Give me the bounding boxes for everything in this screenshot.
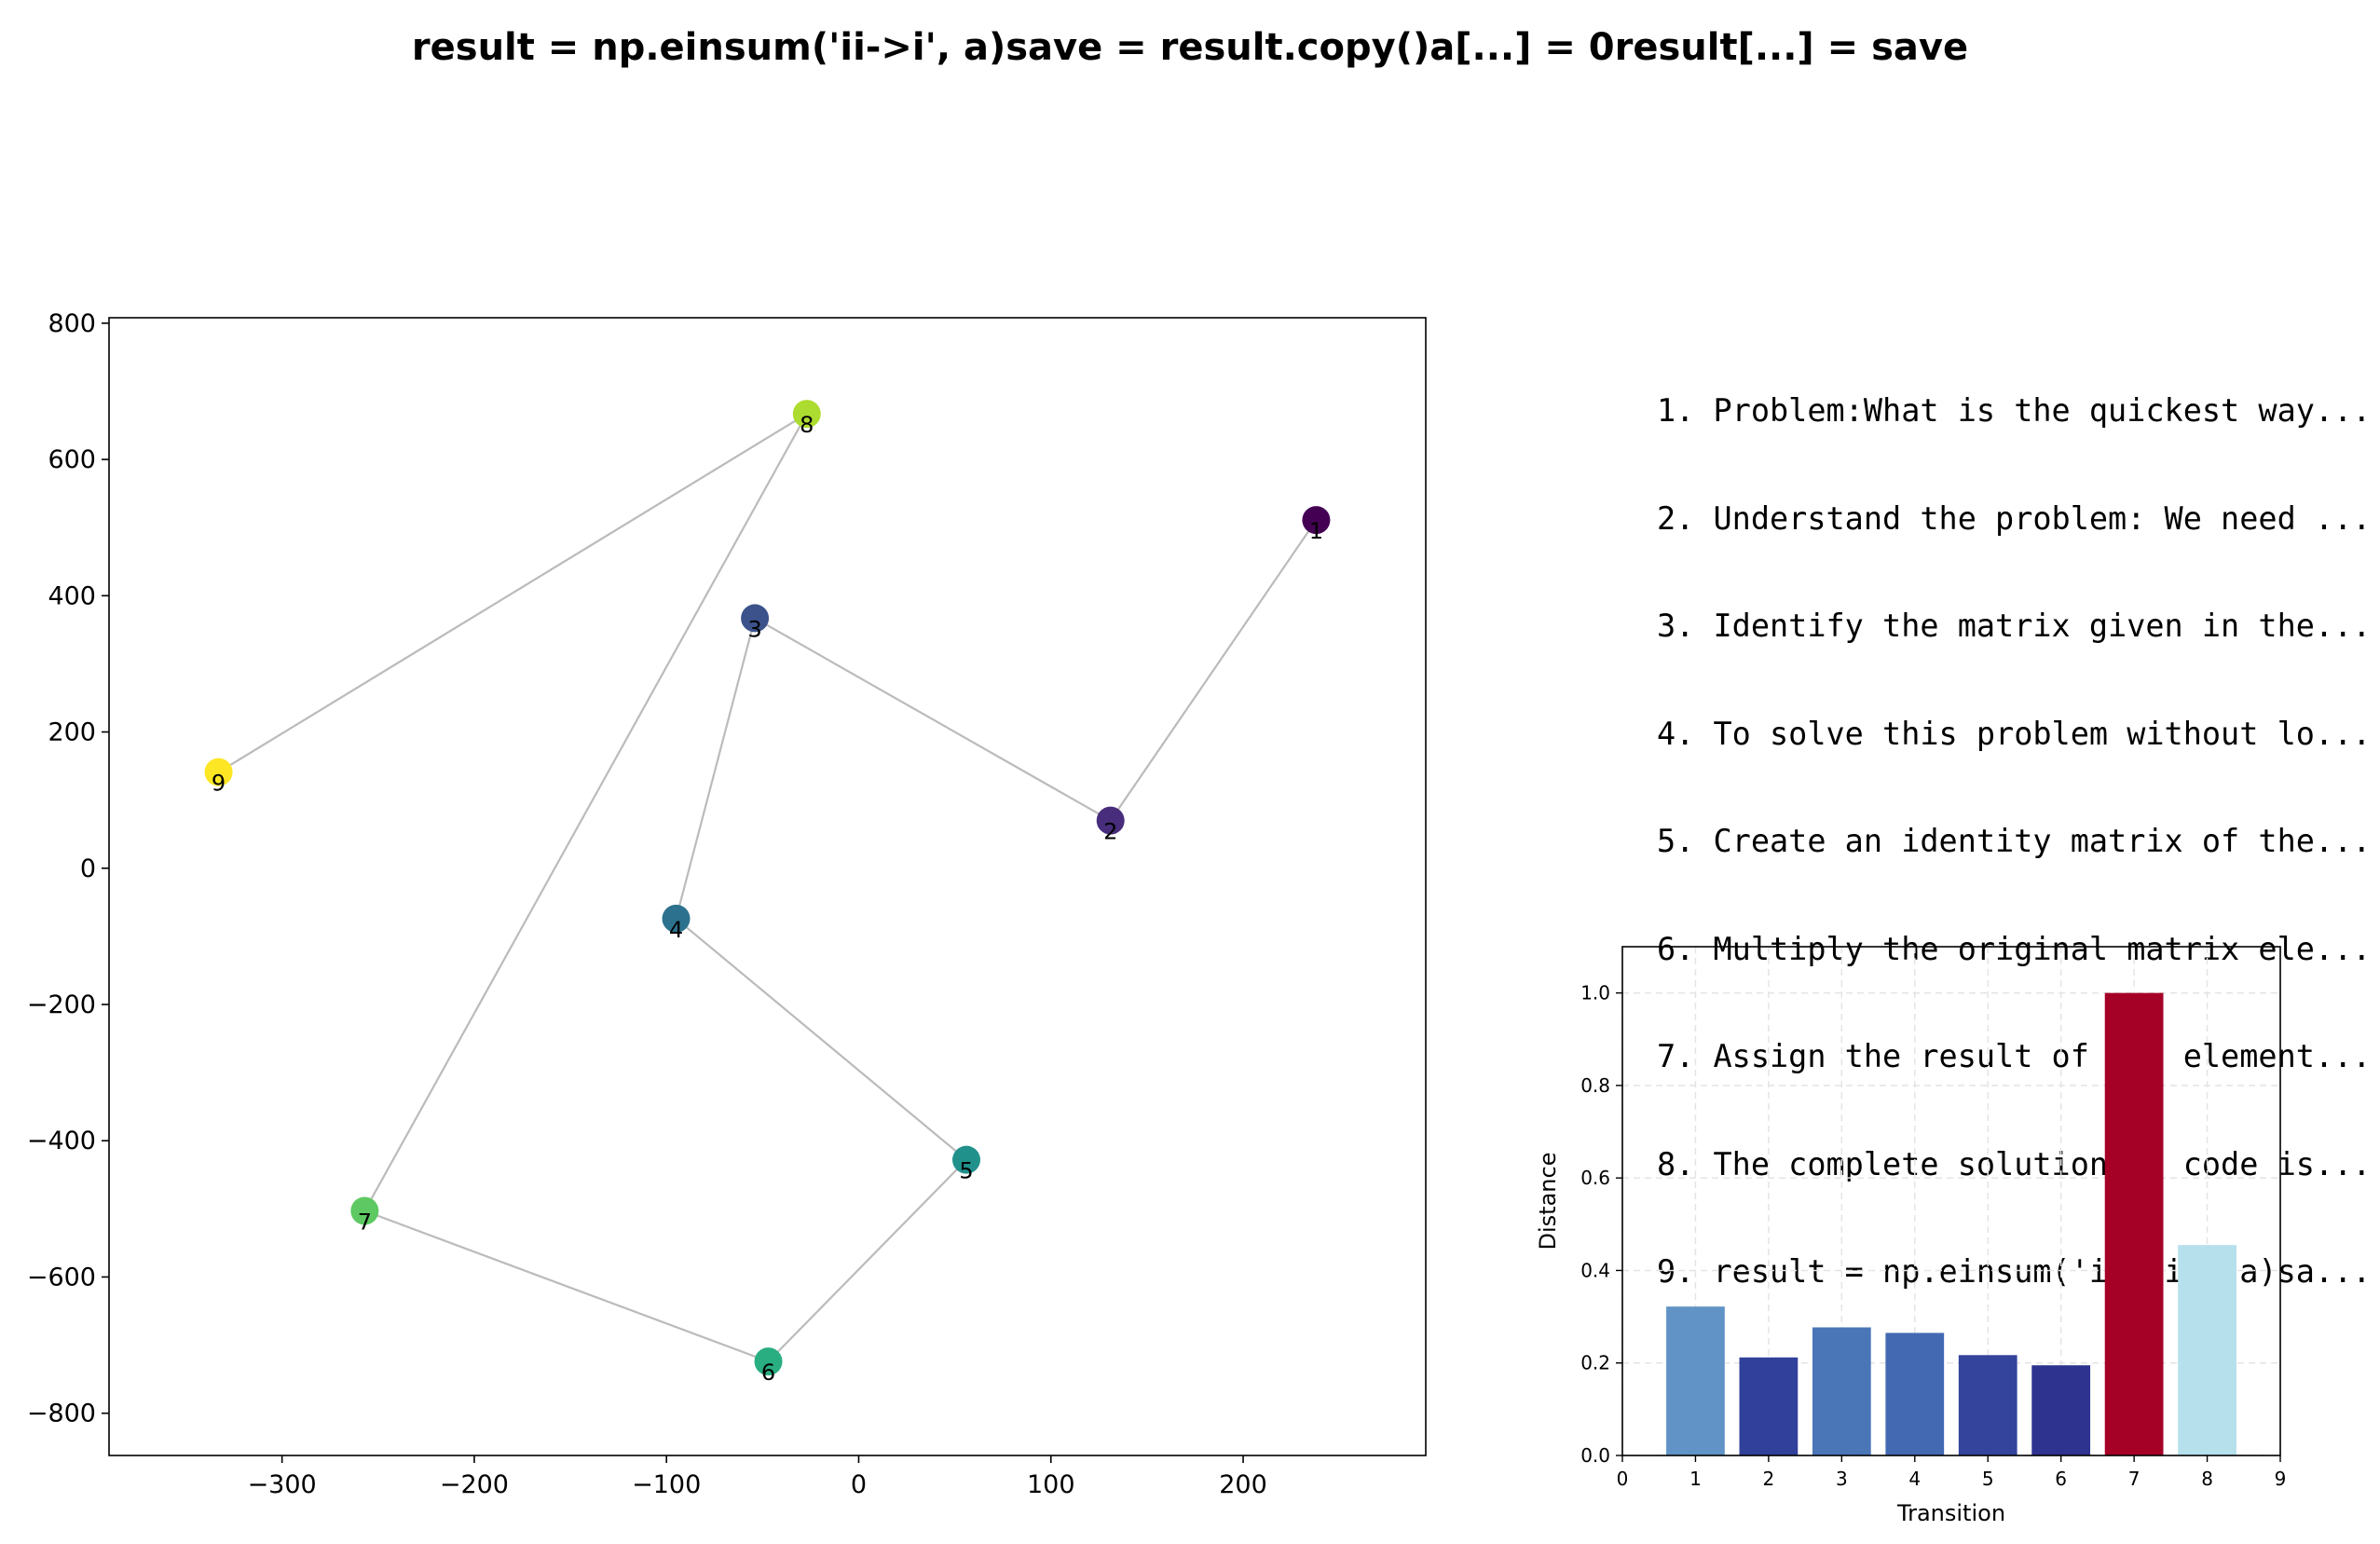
bar-y-tick-label: 0.0 (1580, 1444, 1610, 1467)
bar-x-tick-label: 1 (1689, 1468, 1702, 1490)
x-tick-label: 100 (1027, 1470, 1075, 1499)
bar (1812, 1327, 1871, 1455)
bar-x-axis-label: Transition (1896, 1500, 2005, 1526)
figure-title: result = np.einsum('ii->i', a)save = res… (411, 26, 1969, 69)
trajectory-point (741, 604, 770, 633)
bar-x-tick-label: 3 (1836, 1468, 1848, 1490)
trajectory-point (662, 904, 691, 933)
point-label: 4 (669, 917, 683, 943)
y-tick-label: 600 (48, 445, 96, 474)
trajectory-point (792, 400, 821, 429)
point-label: 1 (1309, 518, 1323, 544)
y-tick-label: 0 (80, 854, 96, 883)
x-tick-label: 200 (1219, 1470, 1267, 1499)
y-tick-label: −800 (27, 1400, 96, 1428)
trajectory-point (1302, 506, 1331, 535)
bar-x-tick-label: 9 (2275, 1468, 2287, 1490)
trajectory-segment (363, 413, 808, 1212)
bar-x-tick-label: 6 (2055, 1468, 2067, 1490)
bar-x-tick-label: 0 (1617, 1468, 1629, 1490)
point-label: 3 (747, 616, 761, 642)
point-label: 2 (1103, 819, 1117, 845)
bar-x-axis-ticks: 0 1 2 3 4 5 6 7 8 9 (1617, 1455, 2287, 1490)
bar (1958, 1355, 2018, 1455)
trajectory-point (754, 1347, 783, 1376)
trajectory-point (1096, 806, 1125, 835)
bar-y-tick-label: 0.4 (1580, 1259, 1610, 1281)
bar-x-tick-label: 2 (1763, 1468, 1775, 1490)
trajectory-point-labels: 1 2 3 4 5 6 7 8 9 (212, 412, 1323, 1386)
y-tick-label: −600 (27, 1263, 96, 1291)
point-label: 7 (358, 1209, 372, 1236)
bar (1739, 1357, 1799, 1455)
point-label: 8 (800, 412, 814, 438)
bar-x-tick-label: 8 (2201, 1468, 2213, 1490)
bar-y-tick-label: 1.0 (1580, 982, 1610, 1004)
trajectory-segment (675, 918, 967, 1161)
trajectory-point (951, 1145, 980, 1174)
bar (1666, 1306, 1725, 1455)
x-tick-label: −300 (248, 1470, 317, 1499)
trajectory-segment (218, 413, 808, 773)
trajectory-segment (363, 1209, 769, 1363)
y-axis-ticks: −800 −600 −400 −200 0 200 400 600 800 (27, 309, 109, 1428)
step-item: 4. To solve this problem without lo... (1657, 715, 2372, 752)
trajectory-point (350, 1196, 379, 1225)
trajectory-scatter-chart: 1 2 3 4 5 6 7 8 9 −300 −200 −100 0 100 200 −800 −600 −4… (27, 309, 1427, 1499)
bar-y-axis-ticks: 0.0 0.2 0.4 0.6 0.8 1.0 (1580, 982, 1622, 1467)
y-tick-label: −200 (27, 991, 96, 1019)
bar (1885, 1332, 1945, 1455)
y-tick-label: −400 (27, 1127, 96, 1155)
trajectory-segment (767, 1158, 967, 1362)
step-item: 2. Understand the problem: We need ... (1657, 499, 2372, 537)
point-label: 5 (959, 1158, 973, 1184)
trajectory-segment (1109, 519, 1318, 822)
trajectory-points (204, 400, 1331, 1376)
trajectory-path (218, 413, 1318, 1363)
x-tick-label: 0 (851, 1470, 867, 1499)
bar-x-tick-label: 5 (1982, 1468, 1994, 1490)
step-item: 3. Identify the matrix given in the... (1657, 608, 2372, 644)
x-axis-ticks: −300 −200 −100 0 100 200 (248, 1455, 1267, 1499)
x-tick-label: −100 (632, 1470, 701, 1499)
point-label: 6 (761, 1360, 775, 1386)
bar-y-tick-label: 0.6 (1580, 1167, 1610, 1189)
bar-y-axis-label: Distance (1535, 1153, 1561, 1250)
y-tick-label: 800 (48, 309, 96, 338)
step-item: 7. Assign the result of the element... (1657, 1038, 2372, 1074)
point-label: 9 (212, 771, 226, 797)
y-tick-label: 400 (48, 581, 96, 610)
step-item: 9. result = np.einsum('ii->i', a)sa... (1657, 1253, 2372, 1290)
plot-frame (108, 317, 1427, 1456)
trajectory-segment (675, 618, 757, 920)
step-item: 1. Problem:What is the quickest way... (1657, 392, 2372, 429)
y-tick-label: 200 (48, 718, 96, 747)
bar-y-tick-label: 0.2 (1580, 1352, 1610, 1374)
step-item: 5. Create an identity matrix of the... (1657, 823, 2372, 859)
bar-x-tick-label: 7 (2128, 1468, 2141, 1490)
bar-y-tick-label: 0.8 (1580, 1074, 1610, 1097)
trajectory-segment (754, 617, 1112, 822)
x-tick-label: −200 (440, 1470, 509, 1499)
bar-x-tick-label: 4 (1908, 1468, 1921, 1490)
steps-list: 1. Problem:What is the quickest way... 2… (1657, 321, 2371, 1326)
bar (2031, 1365, 2091, 1455)
step-item: 8. The complete solution in code is... (1657, 1145, 2372, 1182)
trajectory-point (204, 758, 233, 786)
step-item: 6. Multiply the original matrix ele... (1657, 930, 2372, 967)
